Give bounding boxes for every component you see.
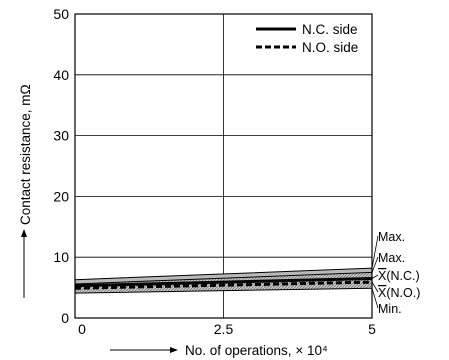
annotation-leader-1 (371, 256, 379, 273)
x-axis-title: No. of operations, × 10⁴ (185, 343, 328, 358)
y-axis-title-group: Contact resistance, mΩ (18, 84, 33, 298)
legend: N.C. side N.O. side (256, 22, 358, 55)
legend-label-no: N.O. side (302, 40, 358, 55)
y-tick-label-50: 50 (53, 6, 69, 22)
annotation-label-3: X(N.O.) (378, 286, 420, 300)
x-axis-arrow-head (170, 347, 178, 353)
x-tick-label-2.5: 2.5 (214, 321, 234, 337)
tick-labels: 0 10 20 30 40 50 0 2.5 5 (53, 6, 376, 337)
data-lines (74, 276, 373, 290)
plot-frame (74, 13, 373, 319)
y-tick-label-10: 10 (53, 249, 69, 265)
y-axis-arrow-head (21, 229, 27, 237)
annotations: Max. Max. X(N.C.) X(N.O.) Min. (371, 230, 420, 316)
y-tick-label-30: 30 (53, 128, 69, 144)
grid-lines (75, 14, 372, 318)
mean-line-nc (74, 276, 373, 288)
y-tick-label-40: 40 (53, 67, 69, 83)
plot-border (74, 13, 373, 319)
annotation-leader-2 (371, 274, 379, 279)
x-tick-label-5: 5 (368, 321, 376, 337)
annotation-leader-4 (371, 288, 379, 309)
annotation-label-4: Min. (378, 302, 402, 316)
annotation-leader-3 (371, 281, 379, 293)
annotation-label-2: X(N.C.) (378, 269, 420, 283)
y-tick-label-20: 20 (53, 188, 69, 204)
y-axis-title: Contact resistance, mΩ (18, 84, 33, 225)
x-axis-title-group: No. of operations, × 10⁴ (110, 343, 328, 358)
annotation-label-1: Max. (378, 251, 405, 265)
annotation-label-0: Max. (378, 230, 405, 244)
mean-line-no (74, 280, 373, 290)
legend-label-nc: N.C. side (302, 22, 358, 37)
annotation-leader-0 (371, 235, 379, 269)
y-tick-label-0: 0 (61, 310, 69, 326)
x-tick-label-0: 0 (78, 321, 86, 337)
